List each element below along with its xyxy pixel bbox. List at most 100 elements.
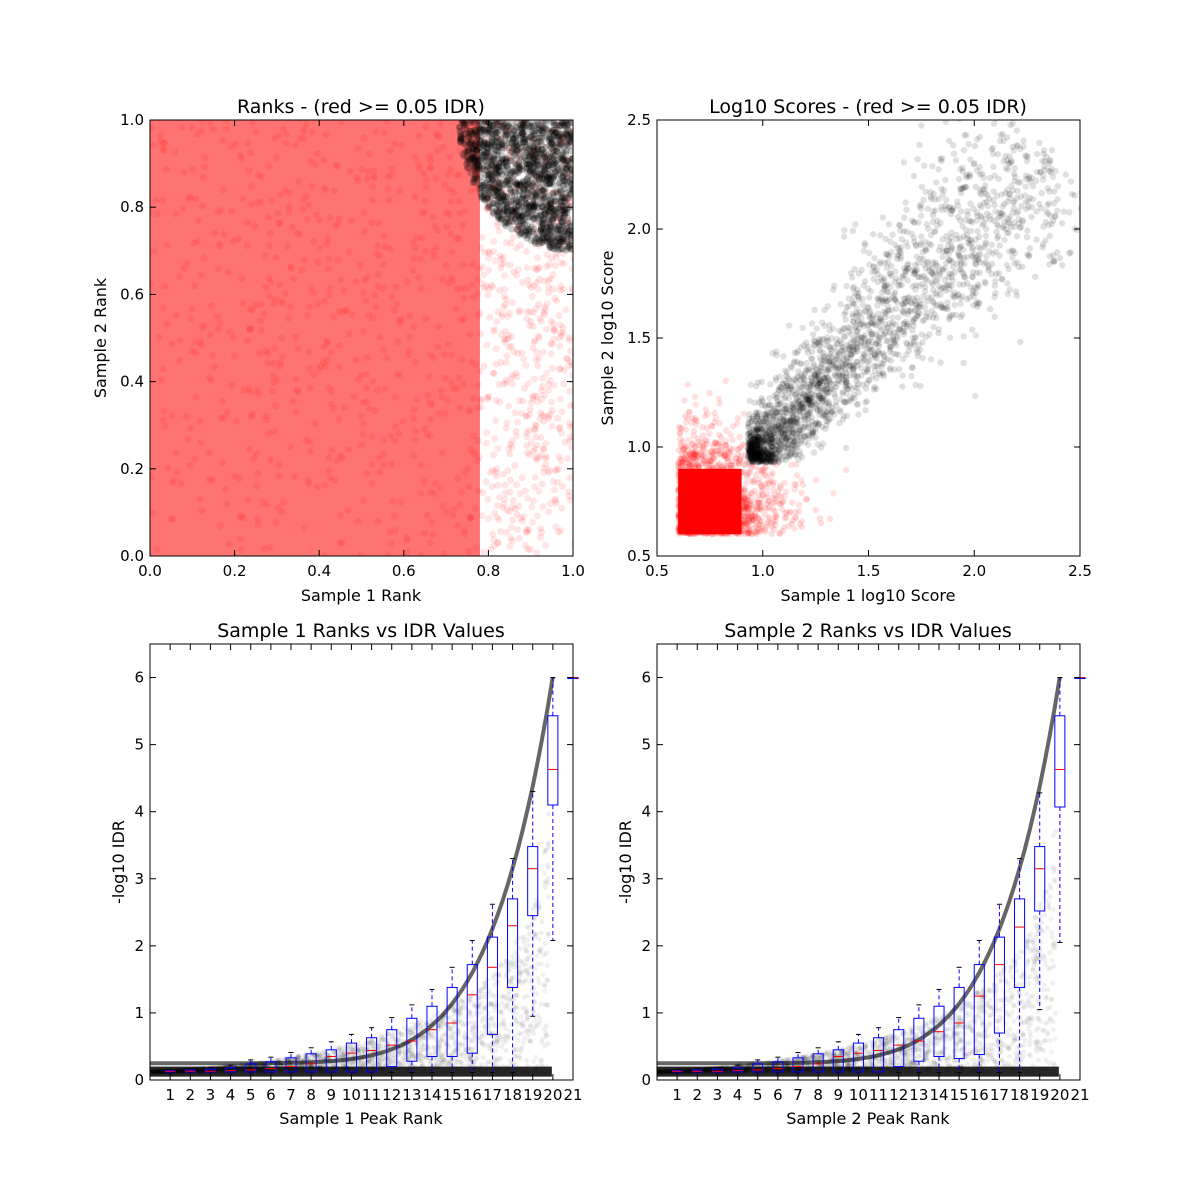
- red-point: [354, 144, 362, 152]
- red-point: [726, 508, 733, 516]
- red-point: [171, 449, 179, 457]
- red-point: [168, 340, 176, 348]
- red-point: [485, 254, 493, 262]
- red-point: [469, 395, 477, 403]
- red-point: [540, 412, 548, 420]
- black-point: [563, 165, 571, 173]
- black-point: [465, 130, 473, 138]
- red-point: [271, 344, 279, 352]
- red-point: [244, 139, 252, 147]
- red-point: [517, 409, 525, 417]
- red-point: [736, 520, 743, 527]
- black-point: [457, 132, 465, 140]
- red-point: [193, 130, 201, 138]
- red-point: [373, 242, 381, 250]
- red-point: [697, 489, 704, 496]
- red-point: [429, 213, 437, 221]
- red-point: [568, 176, 573, 184]
- red-point: [566, 387, 573, 395]
- red-point: [533, 266, 541, 274]
- red-point: [533, 348, 541, 356]
- black-point: [478, 125, 486, 133]
- red-point: [389, 497, 397, 505]
- black-point: [541, 176, 549, 184]
- red-point: [286, 208, 294, 216]
- red-point: [533, 512, 541, 520]
- red-point: [742, 530, 749, 537]
- red-point: [554, 414, 562, 422]
- red-point: [482, 478, 490, 486]
- red-point: [335, 415, 343, 423]
- red-point: [500, 125, 508, 133]
- black-point: [506, 217, 514, 225]
- red-point: [507, 534, 515, 542]
- red-point: [798, 489, 805, 496]
- red-point: [411, 154, 419, 162]
- red-point: [542, 154, 550, 162]
- red-point: [456, 501, 464, 509]
- red-point: [308, 128, 316, 136]
- ranks-scatter-title: Ranks - (red >= 0.05 IDR): [237, 96, 485, 118]
- red-point: [726, 448, 733, 456]
- red-point: [157, 137, 165, 145]
- red-point: [436, 484, 444, 492]
- red-point: [532, 454, 540, 462]
- red-point: [398, 315, 406, 323]
- black-point: [510, 127, 518, 135]
- black-point: [543, 234, 551, 242]
- black-point: [565, 161, 573, 169]
- black-point: [518, 217, 526, 225]
- red-point: [509, 516, 517, 524]
- red-point: [403, 536, 411, 544]
- red-point: [413, 234, 421, 242]
- red-point: [475, 453, 483, 461]
- red-point: [537, 409, 545, 417]
- black-point: [525, 151, 533, 159]
- red-point: [680, 444, 688, 451]
- red-point: [486, 313, 494, 321]
- red-point: [538, 387, 546, 395]
- black-point: [490, 142, 498, 150]
- red-point: [396, 498, 404, 506]
- red-point: [261, 252, 269, 260]
- red-point: [499, 303, 507, 311]
- red-point: [264, 349, 272, 357]
- black-point: [552, 129, 560, 137]
- red-point: [562, 306, 570, 314]
- red-point: [503, 528, 511, 536]
- red-point: [280, 498, 288, 506]
- red-point: [164, 464, 172, 472]
- red-point: [246, 305, 254, 313]
- red-point: [538, 411, 546, 419]
- black-point: [476, 189, 484, 197]
- red-point: [334, 256, 342, 264]
- black-point: [528, 192, 536, 200]
- red-point: [461, 206, 469, 214]
- red-point: [279, 352, 287, 360]
- red-point: [524, 528, 532, 536]
- red-point: [383, 354, 391, 362]
- red-point: [536, 314, 544, 322]
- red-point: [432, 129, 440, 137]
- red-point: [222, 485, 230, 493]
- black-point: [569, 133, 573, 141]
- red-point: [435, 133, 443, 141]
- red-point: [455, 374, 463, 382]
- red-point: [494, 129, 502, 137]
- red-point: [508, 158, 516, 166]
- red-point: [542, 461, 550, 469]
- red-point: [218, 459, 226, 467]
- black-point: [515, 187, 523, 195]
- red-point: [691, 519, 698, 526]
- red-point: [461, 125, 469, 133]
- red-point: [558, 154, 566, 162]
- black-point: [545, 161, 553, 169]
- red-point: [259, 498, 267, 506]
- red-point: [188, 165, 196, 173]
- red-point: [422, 183, 430, 191]
- black-point: [517, 134, 525, 142]
- red-point: [372, 303, 380, 311]
- black-point: [558, 174, 566, 182]
- red-point: [523, 308, 531, 316]
- red-point: [363, 470, 371, 478]
